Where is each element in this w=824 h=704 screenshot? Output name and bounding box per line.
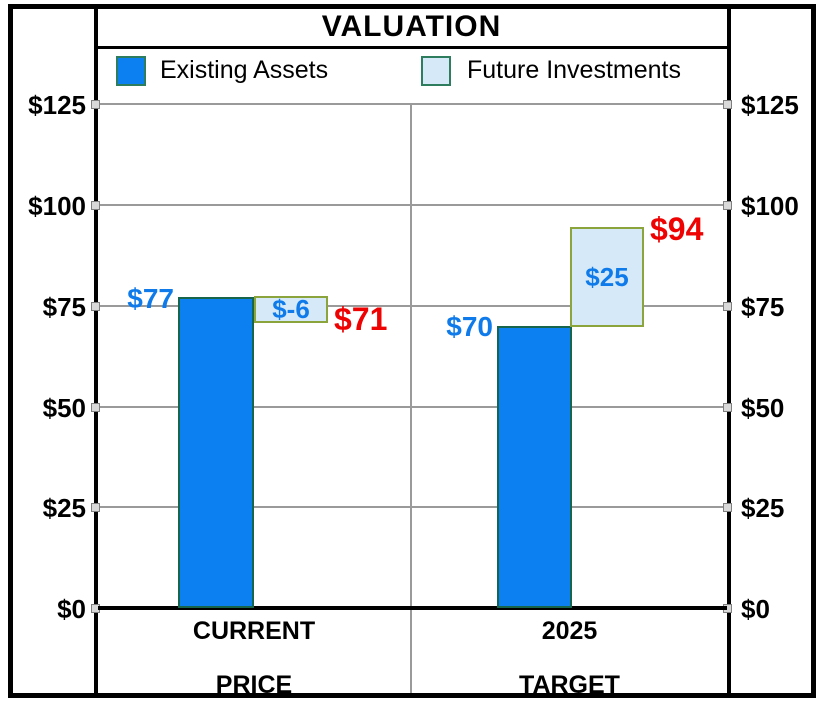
legend-swatch-future-investments: [421, 56, 451, 86]
tick-left-25: [91, 503, 100, 512]
tick-left-125: [91, 100, 100, 109]
label-target-base-value: $70: [446, 311, 493, 342]
y-label-right-25: $25: [741, 493, 785, 523]
y-label-left-25: $25: [42, 493, 86, 523]
category-label-2025-target: 2025 TARGET: [412, 618, 727, 699]
tick-right-25: [723, 503, 732, 512]
y-label-left-100: $100: [28, 191, 86, 221]
chart-outer-frame: [8, 4, 816, 698]
category-current-line1: CURRENT: [192, 617, 316, 645]
y-label-left-50: $50: [42, 393, 86, 423]
gridline-25: [98, 506, 727, 508]
y-label-left-75: $75: [42, 292, 86, 322]
legend-label-future-investments: Future Investments: [467, 56, 681, 84]
category-target-line2: TARGET: [519, 671, 620, 699]
right-axis-line: [727, 9, 731, 693]
y-label-right-75: $75: [741, 292, 785, 322]
zero-baseline: [98, 606, 727, 610]
chart-title: VALUATION: [321, 10, 502, 43]
gridline-100: [98, 204, 727, 206]
tick-left-75: [91, 302, 100, 311]
title-separator-line: [98, 46, 727, 49]
y-label-left-0: $0: [57, 594, 86, 624]
tick-right-75: [723, 302, 732, 311]
y-label-left-125: $125: [28, 90, 86, 120]
left-axis-line: [94, 9, 98, 693]
tick-left-50: [91, 403, 100, 412]
y-label-right-125: $125: [741, 90, 799, 120]
category-current-line2: PRICE: [215, 671, 293, 699]
bar-target-future-investments: $25: [570, 227, 644, 327]
y-label-right-100: $100: [741, 191, 799, 221]
label-current-total-value: $71: [334, 301, 388, 337]
gridline-50: [98, 406, 727, 408]
label-target-total-value: $94: [650, 211, 704, 247]
legend-swatch-existing-assets: [116, 56, 146, 86]
bar-current-future-investments: $-6: [254, 294, 328, 324]
tick-right-50: [723, 403, 732, 412]
tick-right-100: [723, 201, 732, 210]
bar-target-existing-assets: [497, 326, 572, 608]
legend-label-existing-assets: Existing Assets: [160, 56, 329, 84]
y-label-right-0: $0: [741, 594, 770, 624]
tick-right-125: [723, 100, 732, 109]
y-label-right-50: $50: [741, 393, 785, 423]
bar-current-existing-assets: [178, 297, 254, 608]
gridline-125: [98, 103, 727, 105]
category-divider-line: [410, 104, 412, 693]
label-target-delta-value: $25: [585, 261, 629, 292]
tick-left-100: [91, 201, 100, 210]
category-label-current-price: CURRENT PRICE: [98, 618, 410, 699]
category-target-line1: 2025: [541, 617, 598, 645]
label-current-base-value: $77: [127, 283, 174, 314]
gridline-75: [98, 305, 727, 307]
label-current-delta-value: $-6: [272, 294, 310, 324]
